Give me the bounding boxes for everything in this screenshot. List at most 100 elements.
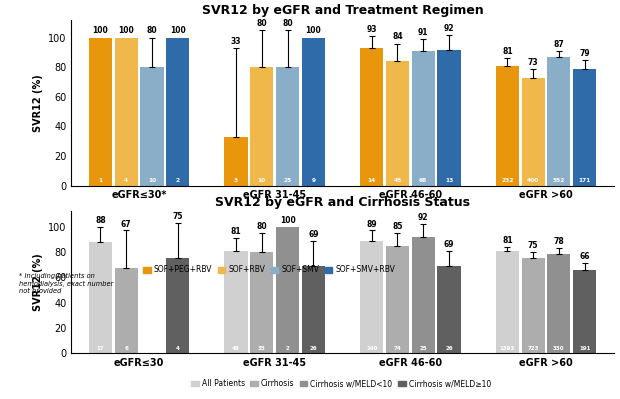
- Bar: [496, 66, 519, 186]
- Text: 75: 75: [172, 212, 183, 221]
- Text: 26: 26: [445, 346, 453, 351]
- Text: 232: 232: [501, 178, 513, 183]
- Bar: [302, 266, 325, 353]
- Text: 93: 93: [366, 25, 377, 34]
- Text: 17: 17: [97, 346, 104, 351]
- Legend: SOF+PEG+RBV, SOF+RBV, SOF+SMV, SOF+SMV+RBV: SOF+PEG+RBV, SOF+RBV, SOF+SMV, SOF+SMV+R…: [140, 263, 399, 277]
- Bar: [276, 227, 299, 353]
- Text: 6: 6: [124, 346, 128, 351]
- Bar: [224, 251, 247, 353]
- Text: 87: 87: [554, 40, 564, 49]
- Bar: [166, 38, 189, 186]
- Text: 80: 80: [147, 26, 157, 36]
- Text: 140: 140: [366, 346, 378, 351]
- Bar: [412, 51, 435, 186]
- Bar: [360, 241, 383, 353]
- Text: 2: 2: [286, 346, 290, 351]
- Text: 100: 100: [92, 26, 108, 36]
- Text: 78: 78: [554, 237, 564, 246]
- Text: 80: 80: [257, 222, 267, 231]
- Bar: [547, 57, 570, 186]
- Bar: [386, 61, 409, 186]
- Bar: [573, 270, 596, 353]
- Text: 1393: 1393: [500, 346, 515, 351]
- Text: 26: 26: [309, 346, 317, 351]
- Bar: [438, 49, 461, 186]
- Text: 10: 10: [148, 178, 156, 183]
- Text: 92: 92: [444, 24, 454, 32]
- Text: 9: 9: [311, 178, 316, 183]
- Text: 330: 330: [553, 346, 565, 351]
- Text: 3: 3: [234, 178, 238, 183]
- Text: 552: 552: [552, 178, 565, 183]
- Text: 1: 1: [99, 178, 102, 183]
- Bar: [276, 67, 299, 186]
- Text: 35: 35: [258, 346, 266, 351]
- Title: SVR12 by eGFR and Treatment Regimen: SVR12 by eGFR and Treatment Regimen: [202, 4, 484, 18]
- Text: 81: 81: [502, 236, 513, 245]
- Bar: [302, 38, 325, 186]
- Text: 85: 85: [392, 222, 403, 231]
- Text: 723: 723: [528, 346, 539, 351]
- Bar: [386, 246, 409, 353]
- Bar: [573, 69, 596, 186]
- Bar: [521, 258, 545, 353]
- Text: 74: 74: [394, 346, 401, 351]
- Text: 100: 100: [306, 26, 321, 36]
- Bar: [224, 137, 247, 186]
- Text: 89: 89: [366, 219, 377, 229]
- Text: 13: 13: [445, 178, 453, 183]
- Text: * Including patients on
hemodialysis, exact number
not provided: * Including patients on hemodialysis, ex…: [19, 273, 113, 294]
- Text: 73: 73: [528, 57, 538, 67]
- Bar: [89, 242, 112, 353]
- Text: 92: 92: [418, 213, 428, 222]
- Text: 10: 10: [258, 178, 266, 183]
- Text: 100: 100: [118, 26, 134, 36]
- Text: 4: 4: [176, 346, 180, 351]
- Bar: [360, 48, 383, 186]
- Text: 2: 2: [175, 178, 180, 183]
- Text: 69: 69: [444, 240, 454, 249]
- Y-axis label: SVR12 (%): SVR12 (%): [32, 253, 43, 311]
- Text: 79: 79: [579, 49, 590, 57]
- Text: 84: 84: [392, 32, 403, 41]
- Bar: [496, 251, 519, 353]
- Bar: [547, 255, 570, 353]
- Legend: All Patients, Cirrhosis, Cirrhosis w/MELD<10, Cirrhosis w/MELD≥10: All Patients, Cirrhosis, Cirrhosis w/MEL…: [188, 376, 494, 391]
- Text: 88: 88: [95, 216, 106, 225]
- Bar: [521, 78, 545, 186]
- Text: 80: 80: [257, 19, 267, 28]
- Bar: [250, 67, 273, 186]
- Text: 14: 14: [368, 178, 376, 183]
- Text: 81: 81: [231, 227, 241, 236]
- Bar: [140, 67, 164, 186]
- Text: 69: 69: [308, 230, 319, 239]
- Text: 45: 45: [393, 178, 402, 183]
- Bar: [89, 38, 112, 186]
- Text: 80: 80: [282, 19, 293, 28]
- Text: 48: 48: [232, 346, 240, 351]
- Bar: [166, 258, 189, 353]
- Text: 4: 4: [124, 178, 128, 183]
- Text: 75: 75: [528, 241, 538, 250]
- Text: 66: 66: [580, 253, 590, 261]
- Title: SVR12 by eGFR and Cirrhosis Status: SVR12 by eGFR and Cirrhosis Status: [215, 196, 470, 209]
- Text: 171: 171: [578, 178, 591, 183]
- Text: 91: 91: [418, 28, 428, 37]
- Text: 191: 191: [579, 346, 590, 351]
- Y-axis label: SVR12 (%): SVR12 (%): [32, 74, 43, 132]
- Bar: [115, 38, 138, 186]
- Text: 100: 100: [170, 26, 185, 36]
- Bar: [115, 269, 138, 353]
- Text: 81: 81: [502, 47, 513, 56]
- Text: 25: 25: [420, 346, 427, 351]
- Text: 25: 25: [283, 178, 292, 183]
- Text: 33: 33: [231, 37, 241, 46]
- Text: 400: 400: [527, 178, 539, 183]
- Bar: [250, 252, 273, 353]
- Text: 68: 68: [419, 178, 427, 183]
- Text: 67: 67: [121, 219, 131, 229]
- Text: 100: 100: [280, 216, 296, 225]
- Bar: [412, 237, 435, 353]
- Bar: [438, 266, 461, 353]
